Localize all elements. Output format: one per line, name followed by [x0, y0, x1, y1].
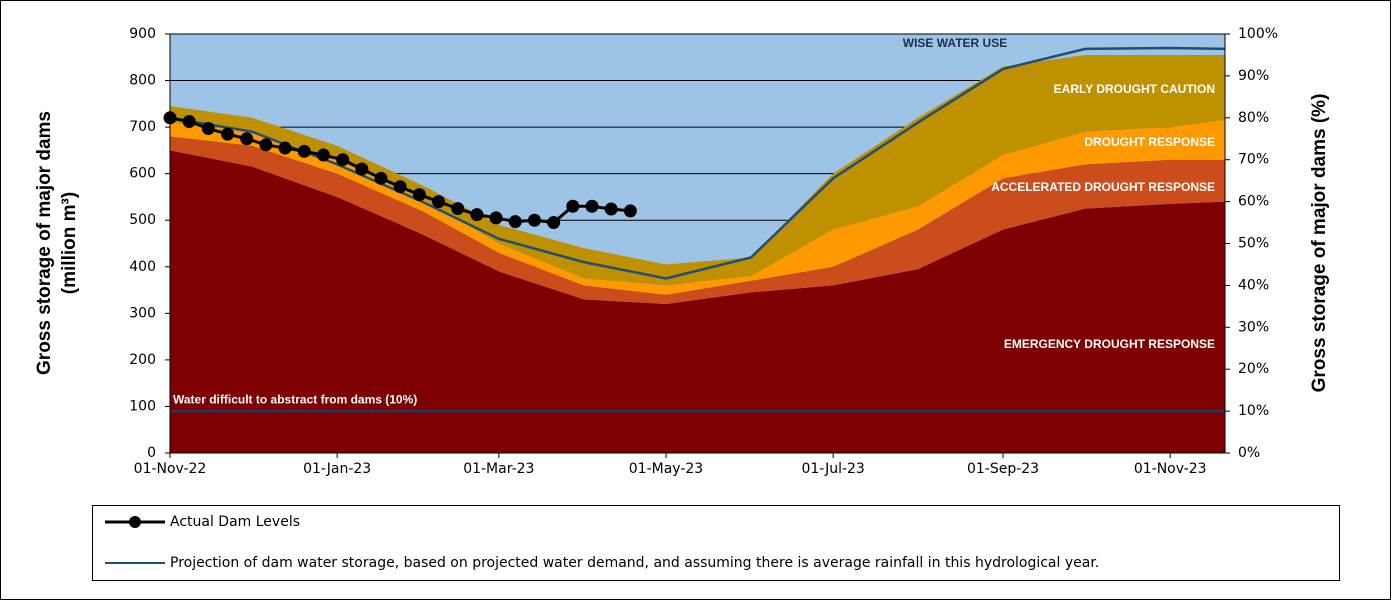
line — [169, 46, 1226, 280]
y-axis-title: Gross storage of major dams — [34, 111, 55, 375]
y2-tick-label: 70% — [1238, 152, 1269, 168]
y2-tick-label: 90% — [1238, 68, 1269, 84]
legend-marker — [129, 516, 141, 528]
marker — [451, 202, 465, 216]
y-tick-label: 100 — [129, 398, 156, 414]
zone-label: WISE WATER USE — [903, 36, 1007, 50]
marker — [566, 199, 580, 213]
area — [170, 150, 1225, 453]
marker — [240, 132, 254, 146]
marker — [489, 211, 503, 225]
y2-axis-title: Gross storage of major dams (%) — [1309, 94, 1330, 393]
y-tick-label: 600 — [129, 166, 156, 182]
marker — [527, 213, 541, 227]
y-tick-label: 700 — [129, 119, 156, 135]
area — [170, 136, 1225, 305]
marker — [221, 127, 235, 141]
y2-tick-label: 30% — [1238, 319, 1269, 335]
area — [170, 120, 1225, 295]
zone-label: EARLY DROUGHT CAUTION — [1054, 82, 1215, 96]
y-tick-label: 800 — [129, 73, 156, 89]
marker — [508, 215, 522, 229]
y2-tick-label: 40% — [1238, 277, 1269, 293]
marker — [374, 171, 388, 185]
y-tick-label: 400 — [129, 259, 156, 275]
marker — [278, 141, 292, 155]
y2-tick-label: 80% — [1238, 110, 1269, 126]
legend — [92, 505, 1340, 581]
y-tick-label: 0 — [147, 445, 156, 461]
x-tick-label: 01-Sep-23 — [967, 461, 1039, 477]
marker — [297, 144, 311, 158]
marker — [585, 199, 599, 213]
marker — [604, 202, 618, 216]
y2-tick-label: 10% — [1238, 403, 1269, 419]
marker — [201, 122, 215, 136]
x-tick-label: 01-Jan-23 — [303, 461, 371, 477]
marker — [259, 138, 273, 152]
y2-tick-label: 100% — [1238, 26, 1278, 42]
x-tick-label: 01-May-23 — [629, 461, 703, 477]
y2-tick-label: 20% — [1238, 361, 1269, 377]
y-tick-label: 200 — [129, 352, 156, 368]
x-tick-label: 01-Nov-23 — [1134, 461, 1207, 477]
y2-tick-label: 0% — [1238, 445, 1260, 461]
x-tick-label: 01-Nov-22 — [134, 461, 207, 477]
reference-label: Water difficult to abstract from dams (1… — [173, 392, 417, 406]
marker — [470, 208, 484, 222]
legend-label: Actual Dam Levels — [170, 514, 300, 530]
marker — [432, 195, 446, 209]
y2-tick-label: 50% — [1238, 236, 1269, 252]
marker — [182, 115, 196, 129]
marker — [393, 180, 407, 194]
area — [170, 54, 1225, 286]
marker — [623, 204, 637, 218]
y2-tick-label: 60% — [1238, 194, 1269, 210]
y-axis-title: (million m³) — [59, 192, 80, 294]
marker — [316, 148, 330, 162]
x-tick-label: 01-Mar-23 — [463, 461, 534, 477]
zone-label: EMERGENCY DROUGHT RESPONSE — [1004, 337, 1215, 351]
zone-label: DROUGHT RESPONSE — [1084, 135, 1215, 149]
y-tick-label: 300 — [129, 305, 156, 321]
y-tick-label: 500 — [129, 212, 156, 228]
marker — [355, 162, 369, 176]
marker — [336, 153, 350, 167]
marker — [547, 216, 561, 230]
zone-label: ACCELERATED DROUGHT RESPONSE — [991, 180, 1215, 194]
legend-label: Projection of dam water storage, based o… — [170, 555, 1099, 571]
marker — [412, 188, 426, 202]
x-tick-label: 01-Jul-23 — [801, 461, 864, 477]
y-tick-label: 900 — [129, 26, 156, 42]
